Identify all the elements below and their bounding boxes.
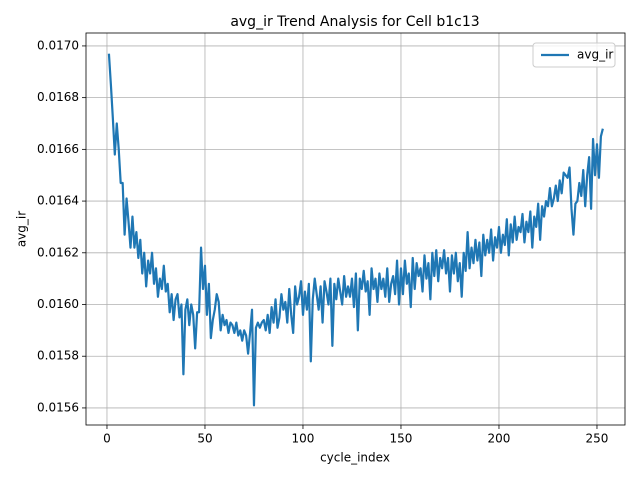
y-axis-label: avg_ir	[15, 211, 29, 247]
legend-label: avg_ir	[577, 48, 613, 62]
chart-title: avg_ir Trend Analysis for Cell b1c13	[230, 14, 479, 30]
y-tick-label: 0.0170	[37, 38, 79, 52]
y-tick-label: 0.0158	[37, 349, 79, 363]
y-tick-label: 0.0166	[37, 142, 79, 156]
x-tick-label: 100	[292, 432, 315, 446]
x-axis-label: cycle_index	[320, 451, 390, 465]
legend-box	[532, 42, 616, 68]
x-tick-label: 200	[488, 432, 511, 446]
x-tick-label: 50	[197, 432, 212, 446]
x-tick-label: 250	[586, 432, 609, 446]
axes-frame	[85, 32, 626, 426]
y-tick-label: 0.0164	[37, 194, 79, 208]
y-tick-label: 0.0160	[37, 297, 79, 311]
x-tick-label: 0	[103, 432, 111, 446]
y-tick-label: 0.0156	[37, 400, 79, 414]
y-tick-label: 0.0162	[37, 245, 79, 259]
x-tick-label: 150	[390, 432, 413, 446]
data-line	[107, 53, 604, 407]
y-tick-label: 0.0168	[37, 90, 79, 104]
